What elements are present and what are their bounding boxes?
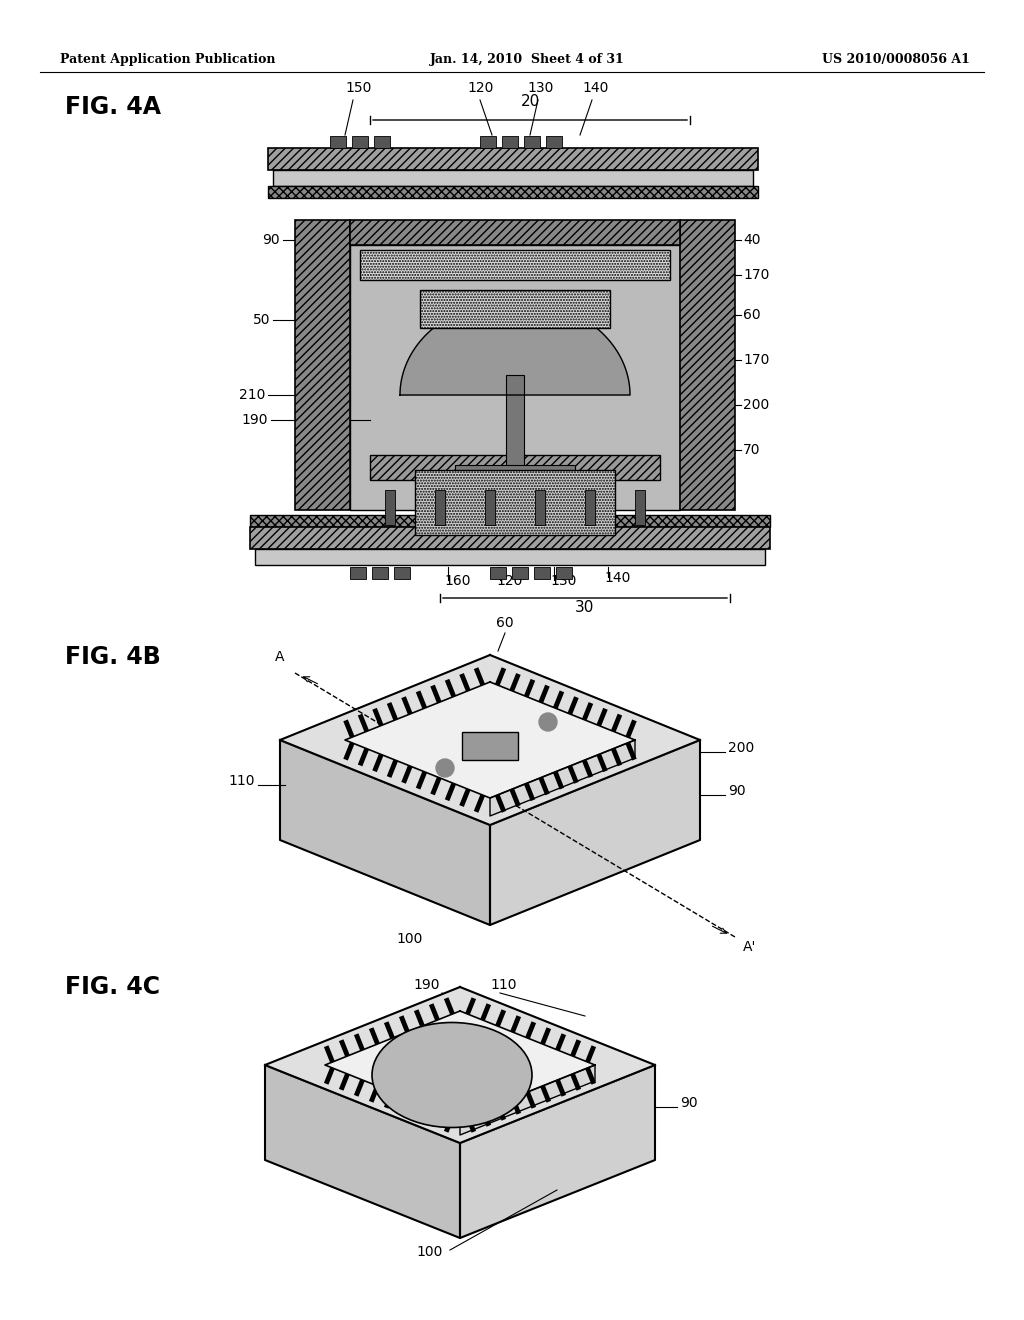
Text: Jan. 14, 2010  Sheet 4 of 31: Jan. 14, 2010 Sheet 4 of 31	[430, 54, 625, 66]
Text: A: A	[275, 649, 285, 664]
Bar	[352, 136, 368, 148]
Polygon shape	[265, 987, 655, 1143]
Bar	[268, 148, 758, 170]
Text: 90: 90	[728, 784, 745, 799]
Polygon shape	[460, 1065, 595, 1135]
Bar	[372, 568, 388, 579]
Text: 210: 210	[239, 388, 265, 403]
Text: 140: 140	[582, 81, 608, 95]
Bar	[268, 186, 758, 198]
Polygon shape	[280, 741, 490, 925]
Ellipse shape	[372, 1023, 532, 1127]
Polygon shape	[400, 300, 630, 395]
Text: 40: 40	[743, 234, 761, 247]
Text: 90: 90	[262, 234, 280, 247]
Text: FIG. 4C: FIG. 4C	[65, 975, 160, 999]
Polygon shape	[280, 655, 700, 825]
Bar	[556, 568, 572, 579]
Text: 130: 130	[550, 574, 577, 587]
Text: Patent Application Publication: Patent Application Publication	[60, 54, 275, 66]
Text: 200: 200	[728, 741, 755, 755]
Bar	[250, 527, 770, 549]
Bar	[420, 290, 610, 327]
Text: 150: 150	[345, 81, 372, 95]
Text: FIG. 4A: FIG. 4A	[65, 95, 161, 119]
Polygon shape	[345, 682, 635, 799]
Text: 100: 100	[397, 932, 423, 946]
Bar	[360, 249, 670, 280]
Bar	[255, 549, 765, 565]
Bar	[455, 465, 575, 477]
Bar	[480, 136, 496, 148]
Text: 160: 160	[444, 574, 470, 587]
Bar	[485, 490, 495, 525]
Text: 100: 100	[417, 1245, 443, 1259]
Bar	[350, 568, 366, 579]
Text: 20: 20	[520, 94, 540, 110]
Bar	[370, 455, 660, 480]
Text: 170: 170	[743, 352, 769, 367]
Bar	[585, 490, 595, 525]
Text: 70: 70	[743, 444, 761, 457]
Polygon shape	[490, 741, 635, 816]
Polygon shape	[490, 741, 700, 925]
Bar	[435, 490, 445, 525]
Bar	[250, 515, 770, 527]
Bar	[330, 136, 346, 148]
Circle shape	[436, 759, 454, 777]
Polygon shape	[460, 1065, 655, 1238]
Text: 30: 30	[575, 601, 595, 615]
Text: FIG. 4B: FIG. 4B	[65, 645, 161, 669]
Bar	[506, 375, 524, 470]
Polygon shape	[325, 1011, 595, 1119]
Text: 170: 170	[743, 268, 769, 282]
Polygon shape	[265, 1065, 460, 1238]
Bar	[680, 220, 735, 510]
Bar	[546, 136, 562, 148]
Bar	[394, 568, 410, 579]
Text: 110: 110	[228, 774, 255, 788]
Text: US 2010/0008056 A1: US 2010/0008056 A1	[822, 54, 970, 66]
Text: A': A'	[743, 940, 757, 954]
Text: 200: 200	[743, 399, 769, 412]
Bar	[350, 220, 680, 246]
Bar	[535, 490, 545, 525]
Text: 60: 60	[743, 308, 761, 322]
Bar	[490, 568, 506, 579]
Bar	[374, 136, 390, 148]
Bar	[502, 136, 518, 148]
Bar	[462, 733, 518, 760]
Bar	[524, 136, 540, 148]
Bar	[512, 568, 528, 579]
Text: 110: 110	[490, 978, 516, 993]
Text: 190: 190	[414, 978, 440, 993]
Text: 190: 190	[242, 413, 268, 426]
Bar	[295, 220, 350, 510]
Text: 90: 90	[680, 1096, 697, 1110]
Circle shape	[539, 713, 557, 731]
Bar	[415, 470, 615, 535]
Text: 120: 120	[467, 81, 494, 95]
Text: 60: 60	[497, 616, 514, 630]
Bar	[534, 568, 550, 579]
Text: 120: 120	[496, 574, 522, 587]
Bar	[350, 246, 680, 510]
Bar	[273, 170, 753, 186]
Text: 50: 50	[253, 313, 270, 327]
Text: 130: 130	[527, 81, 553, 95]
Bar	[635, 490, 645, 525]
Text: 140: 140	[604, 572, 631, 585]
Bar	[385, 490, 395, 525]
